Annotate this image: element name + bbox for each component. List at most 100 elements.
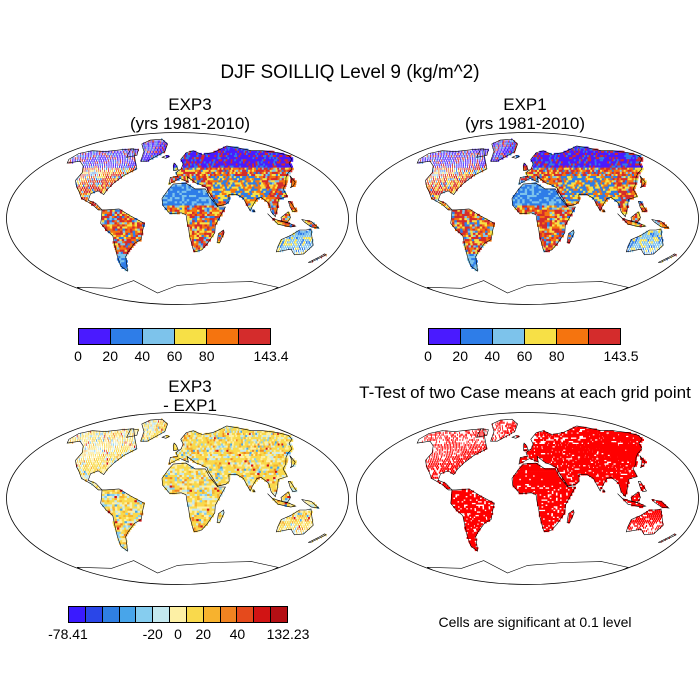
grid-cell	[191, 201, 195, 204]
grid-cell	[241, 188, 245, 192]
grid-cell	[529, 169, 532, 173]
grid-cell	[549, 211, 553, 215]
grid-cell	[127, 169, 130, 173]
grid-cell	[112, 228, 116, 232]
grid-cell	[535, 152, 538, 156]
grid-cell	[159, 146, 161, 150]
grid-cell	[203, 201, 207, 204]
grid-cell	[146, 155, 148, 158]
grid-cell	[474, 216, 478, 219]
grid-cell	[507, 150, 509, 154]
grid-cell	[517, 192, 521, 196]
grid-cell	[549, 220, 553, 223]
grid-cell	[573, 199, 577, 202]
grid-cell	[570, 159, 574, 162]
grid-cell	[533, 174, 536, 177]
grid-cell	[532, 207, 535, 211]
grid-cell	[181, 188, 185, 192]
grid-cell	[198, 239, 202, 242]
grid-cell	[633, 192, 637, 196]
grid-cell	[194, 178, 198, 181]
grid-cell	[534, 167, 538, 171]
grid-cell	[244, 169, 248, 173]
grid-cell	[245, 192, 249, 196]
grid-cell	[241, 178, 245, 181]
grid-cell	[130, 152, 132, 156]
grid-cell	[509, 142, 511, 145]
grid-cell	[524, 197, 528, 200]
grid-cell	[576, 190, 580, 194]
grid-cell	[537, 171, 540, 175]
grid-cell	[565, 197, 569, 200]
grid-cell	[542, 152, 546, 156]
grid-cell	[481, 163, 483, 166]
grid-cell	[271, 199, 275, 202]
grid-cell	[568, 165, 572, 169]
grid-cell	[455, 176, 457, 179]
grid-cell	[592, 180, 596, 183]
grid-cell	[577, 182, 582, 185]
grid-cell	[195, 188, 199, 192]
grid-cell	[559, 188, 563, 192]
grid-cell	[582, 169, 586, 173]
grid-cell	[546, 201, 550, 204]
grid-cell	[484, 161, 486, 164]
grid-cell	[223, 199, 227, 202]
grid-cell	[452, 171, 454, 175]
grid-cell	[125, 243, 129, 246]
grid-cell	[194, 167, 198, 171]
grid-cell	[550, 190, 554, 194]
grid-cell	[517, 188, 521, 192]
grid-cell	[426, 178, 428, 181]
grid-cell	[248, 188, 252, 192]
grid-cell	[100, 169, 102, 173]
grid-cell	[561, 152, 565, 156]
grid-cell	[99, 174, 100, 177]
grid-cell	[186, 197, 190, 200]
panel-title-line1: EXP1	[503, 95, 547, 114]
grid-cell	[441, 150, 443, 154]
grid-cell	[132, 222, 135, 225]
grid-cell	[495, 146, 497, 150]
grid-cell	[231, 192, 235, 196]
grid-cell	[183, 176, 186, 179]
grid-cell	[614, 199, 618, 202]
grid-cell	[96, 157, 98, 160]
grid-cell	[113, 157, 115, 160]
grid-cell	[535, 171, 538, 175]
grid-cell	[577, 171, 581, 175]
grid-cell	[214, 174, 218, 177]
grid-cell	[236, 186, 240, 190]
grid-cell	[191, 237, 195, 240]
grid-cell	[123, 258, 127, 261]
grid-cell	[561, 180, 566, 183]
grid-cell	[155, 142, 157, 145]
grid-cell	[494, 142, 496, 145]
grid-cell	[286, 163, 293, 166]
grid-cell	[571, 192, 575, 196]
grid-cell	[559, 161, 563, 164]
grid-cell	[570, 186, 574, 190]
grid-cell	[209, 178, 213, 181]
grid-cell	[305, 230, 308, 234]
grid-cell	[186, 190, 190, 194]
grid-cell	[573, 188, 577, 192]
grid-cell	[479, 161, 481, 164]
grid-cell	[495, 150, 497, 154]
panel-title-line2: - EXP1	[163, 396, 217, 415]
grid-cell	[208, 176, 212, 179]
grid-cell	[206, 199, 210, 202]
grid-cell	[435, 159, 437, 162]
grid-cell	[214, 220, 218, 223]
grid-cell	[527, 199, 530, 202]
grid-cell	[250, 192, 254, 196]
grid-cell	[534, 195, 538, 198]
grid-cell	[183, 174, 186, 177]
grid-cell	[132, 159, 134, 162]
grid-cell	[556, 199, 560, 202]
grid-cell	[202, 190, 206, 194]
grid-cell	[249, 186, 254, 190]
grid-cell	[476, 171, 479, 175]
grid-cell	[100, 184, 103, 187]
grid-cell	[246, 195, 250, 198]
